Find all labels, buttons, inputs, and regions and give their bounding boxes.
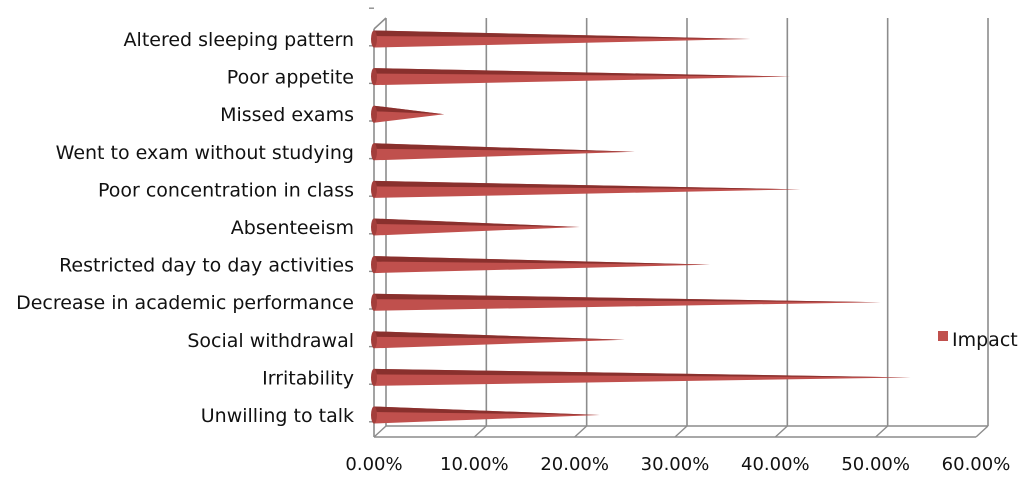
bar — [371, 180, 801, 198]
bar-cone-shade — [374, 331, 625, 340]
category-label: Poor appetite — [227, 67, 354, 89]
category-label: Altered sleeping pattern — [124, 29, 354, 51]
bar — [371, 105, 445, 123]
bar — [371, 68, 791, 86]
bar — [371, 368, 911, 386]
floor-gridline — [975, 425, 989, 438]
bar-cone-base — [371, 218, 377, 236]
legend: Impact — [938, 329, 1018, 351]
bar-cone-shade — [374, 256, 711, 265]
bars — [371, 30, 911, 424]
bar — [371, 256, 711, 274]
category-label: Absenteeism — [231, 217, 354, 239]
category-label: Unwilling to talk — [201, 405, 354, 427]
bar-cone-base — [371, 105, 377, 123]
x-tick-label: 60.00% — [942, 454, 1011, 475]
bar-cone-base — [371, 143, 377, 161]
category-label: Irritability — [262, 367, 354, 389]
bar-cone-shade — [374, 368, 911, 378]
floor-gridline — [574, 425, 588, 438]
x-tick-labels: 0.00% 10.00% 20.00% 30.00% 40.00% 50.00% 60.00… — [345, 454, 1010, 475]
bar-cone-base — [371, 68, 377, 86]
legend-swatch-impact — [938, 331, 948, 341]
bar-cone-base — [371, 331, 377, 349]
bar-cone-base — [371, 368, 377, 386]
x-tick-label: 0.00% — [345, 454, 402, 475]
bar-cone-shade — [374, 180, 801, 190]
bar-cone-base — [371, 406, 377, 424]
axis-corner — [373, 17, 387, 30]
category-label: Poor concentration in class — [98, 179, 354, 201]
x-tick-label: 20.00% — [540, 454, 609, 475]
category-label: Social withdrawal — [187, 330, 354, 352]
floor-gridline — [774, 425, 788, 438]
bar-cone-shade — [374, 293, 881, 303]
legend-label-impact: Impact — [952, 329, 1018, 351]
category-label: Restricted day to day activities — [59, 255, 354, 277]
x-tick-label: 50.00% — [841, 454, 910, 475]
bar-cone-shade — [374, 30, 751, 39]
bar-cone-base — [371, 30, 377, 48]
floor-gridline — [674, 425, 688, 438]
bar — [371, 218, 580, 236]
x-tick-label: 30.00% — [641, 454, 710, 475]
bar-cone-shade — [374, 406, 600, 415]
category-label: Decrease in academic performance — [16, 292, 354, 314]
bar-cone-shade — [374, 143, 635, 152]
category-label: Missed exams — [220, 104, 354, 126]
bar — [371, 331, 625, 349]
bar — [371, 30, 751, 48]
x-tick-label: 40.00% — [741, 454, 810, 475]
floor-gridline — [373, 425, 387, 438]
gridlines — [373, 18, 989, 438]
category-label: Went to exam without studying — [56, 142, 354, 164]
x-tick-label: 10.00% — [440, 454, 509, 475]
bar-cone-shade — [374, 218, 580, 227]
category-labels: Altered sleeping pattern Poor appetite Mis… — [16, 29, 354, 427]
bar-cone-base — [371, 256, 377, 274]
bar — [371, 406, 600, 424]
bar-cone-shade — [374, 105, 445, 115]
bar — [371, 143, 635, 161]
bar-cone-shade — [374, 68, 791, 77]
floor-gridline — [473, 425, 487, 438]
floor-gridline — [875, 425, 889, 438]
bar — [371, 293, 881, 311]
bar-cone-base — [371, 180, 377, 198]
bar-cone-base — [371, 293, 377, 311]
